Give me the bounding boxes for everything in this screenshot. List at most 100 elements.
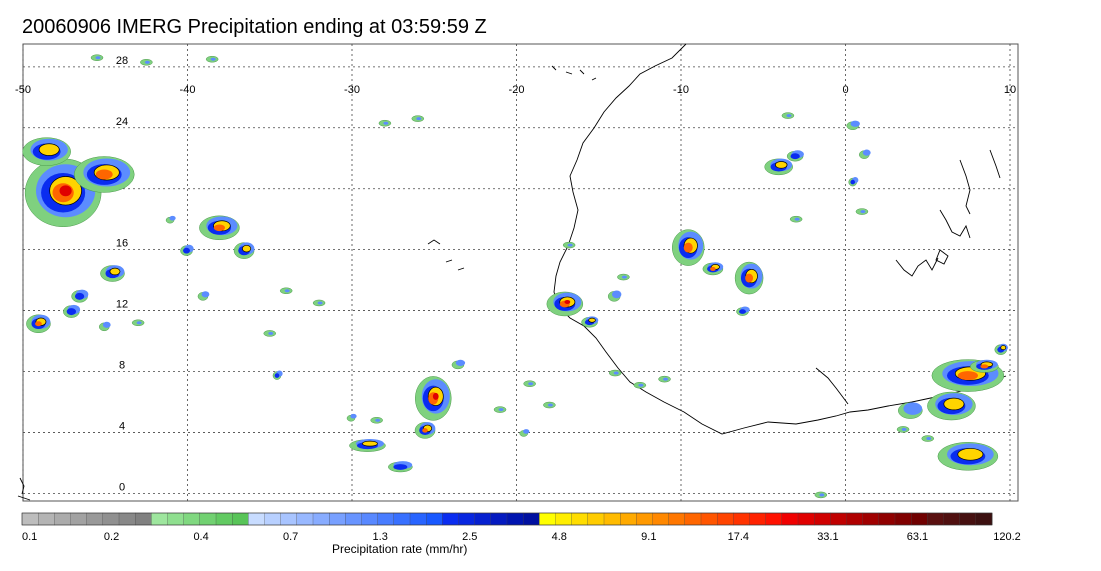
canary-islands bbox=[551, 65, 597, 81]
small-islands bbox=[17, 477, 31, 501]
rain-cell bbox=[99, 321, 111, 332]
rain-speckle bbox=[263, 330, 276, 337]
colorbar-swatch bbox=[571, 512, 589, 526]
longitude-label: -30 bbox=[344, 84, 360, 96]
rain-cell bbox=[937, 442, 999, 471]
rain-cell bbox=[736, 306, 750, 316]
rain-cell bbox=[197, 291, 210, 301]
rain-speckle bbox=[378, 119, 392, 127]
rain-speckle-core bbox=[268, 331, 274, 335]
rain-cell bbox=[74, 156, 135, 193]
rain-cell-mid bbox=[201, 291, 210, 298]
rain-speckle bbox=[131, 319, 145, 327]
colorbar-swatch bbox=[862, 512, 880, 526]
colorbar-tick-label: 0.1 bbox=[22, 531, 37, 543]
latitude-label: 0 bbox=[119, 481, 125, 493]
colorbar-tick-label: 0.2 bbox=[104, 531, 119, 543]
lake-outline bbox=[939, 209, 971, 239]
rain-cell-heavy bbox=[1000, 345, 1007, 351]
colorbar-swatch bbox=[652, 512, 670, 526]
colorbar-swatch bbox=[21, 512, 39, 526]
latitude-label: 8 bbox=[119, 360, 125, 372]
colorbar-swatch bbox=[118, 512, 136, 526]
colorbar-swatch bbox=[361, 512, 379, 526]
east-coast bbox=[959, 149, 1001, 215]
rain-cell-mid bbox=[612, 290, 622, 299]
colorbar-swatch bbox=[781, 512, 799, 526]
rain-speckle-core bbox=[383, 121, 389, 125]
colorbar-tick-label: 9.1 bbox=[641, 531, 656, 543]
colorbar-swatch bbox=[474, 512, 492, 526]
colorbar-swatch bbox=[490, 512, 508, 526]
rain-speckle-core bbox=[144, 60, 150, 64]
colorbar-swatch bbox=[248, 512, 265, 526]
colorbar-swatch bbox=[329, 512, 346, 526]
rain-cell bbox=[26, 314, 51, 334]
colorbar-swatch bbox=[636, 512, 653, 526]
latitude-label: 24 bbox=[116, 116, 128, 128]
rain-cell bbox=[349, 438, 386, 452]
rain-speckle bbox=[140, 59, 153, 66]
rain-speckle-core bbox=[547, 403, 553, 407]
colorbar-swatch bbox=[442, 512, 459, 526]
river-niger bbox=[895, 257, 939, 277]
rain-cell-strong bbox=[393, 464, 408, 470]
colorbar-swatch bbox=[458, 512, 476, 526]
rain-cell-strong bbox=[739, 309, 746, 314]
cape-verde bbox=[427, 239, 465, 271]
rain-cell bbox=[970, 359, 999, 373]
rain-speckle bbox=[789, 215, 803, 223]
colorbar-swatch bbox=[38, 512, 55, 526]
rain-speckle-core bbox=[621, 275, 627, 279]
latitude-label: 16 bbox=[116, 238, 128, 250]
rain-cell bbox=[199, 215, 240, 241]
africa-coastline bbox=[553, 43, 1007, 435]
colorbar-swatch bbox=[620, 512, 637, 526]
rain-cell-mid bbox=[102, 321, 111, 328]
colorbar-swatch bbox=[506, 512, 524, 526]
longitude-label: -40 bbox=[180, 84, 196, 96]
longitude-label: -20 bbox=[509, 84, 525, 96]
rain-cell bbox=[764, 158, 793, 176]
rain-cell bbox=[100, 265, 125, 282]
rain-speckle bbox=[523, 380, 536, 387]
rain-cell bbox=[846, 120, 860, 130]
rain-speckle-core bbox=[613, 371, 619, 375]
longitude-label: -10 bbox=[673, 84, 689, 96]
colorbar-swatch bbox=[183, 512, 201, 526]
colorbar-frame bbox=[21, 512, 993, 526]
rain-cell-very_heavy bbox=[745, 273, 754, 283]
colorbar-swatch bbox=[86, 512, 104, 526]
rain-speckle bbox=[855, 208, 869, 215]
rain-speckle-core bbox=[498, 408, 504, 412]
map-frame bbox=[22, 43, 1019, 502]
rain-cell bbox=[607, 290, 622, 302]
rain-speckle bbox=[370, 417, 383, 424]
rain-cell-mid bbox=[455, 359, 466, 367]
rain-speckle bbox=[411, 115, 425, 122]
colorbar-swatch bbox=[167, 512, 185, 526]
rain-cell-heavy bbox=[588, 317, 596, 323]
rain-cell-mid bbox=[850, 120, 860, 127]
colorbar-swatch bbox=[749, 512, 767, 526]
colorbar-swatch bbox=[797, 512, 815, 526]
rain-speckle-core bbox=[136, 321, 142, 325]
rain-speckle-core bbox=[901, 427, 907, 431]
rain-cell-heavy bbox=[109, 267, 121, 276]
longitude-label: -50 bbox=[15, 84, 31, 96]
rain-cell-very_heavy bbox=[710, 266, 716, 271]
colorbar-swatch bbox=[765, 512, 783, 526]
colorbar-swatch bbox=[717, 512, 734, 526]
rain-speckle-core bbox=[375, 418, 381, 422]
rain-speckle bbox=[921, 435, 934, 442]
rain-cell bbox=[272, 370, 283, 380]
rain-cell-very_heavy bbox=[422, 428, 428, 433]
rain-cell bbox=[581, 316, 599, 328]
rain-speckle-core bbox=[210, 57, 216, 61]
rain-cell-very_heavy bbox=[957, 371, 978, 381]
rain-cell-extreme bbox=[564, 299, 571, 304]
colorbar-swatch bbox=[151, 512, 168, 526]
rain-speckle-core bbox=[567, 243, 573, 247]
rain-cell bbox=[519, 429, 530, 437]
